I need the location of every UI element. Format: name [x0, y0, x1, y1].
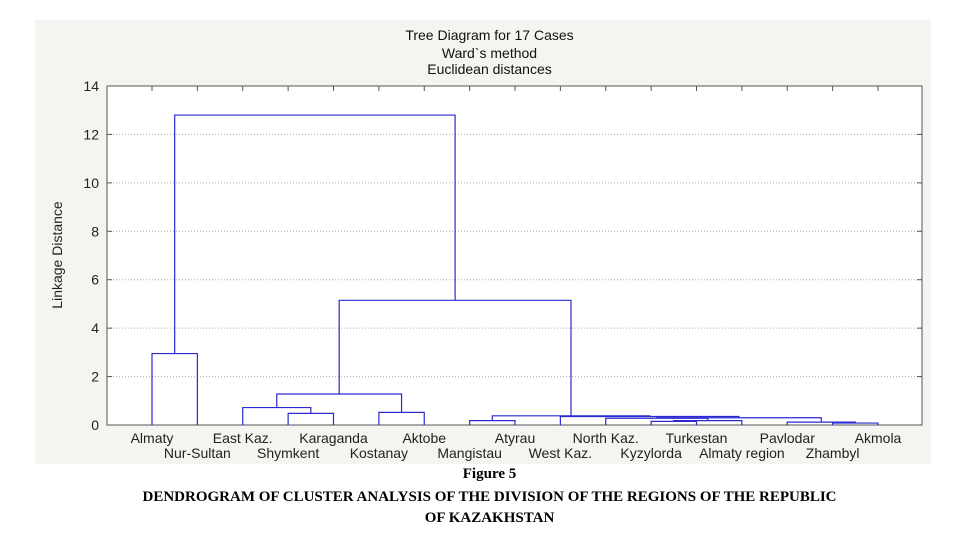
leaf-label: Zhambyl: [806, 445, 860, 461]
y-tick-label: 6: [91, 272, 99, 288]
leaf-label: Karaganda: [299, 430, 368, 446]
plot-area: [106, 85, 923, 426]
dendrogram-links: [151, 114, 879, 425]
dendrogram-link: [151, 352, 198, 425]
dendrogram-link: [832, 422, 879, 425]
leaf-label: Kostanay: [350, 445, 408, 461]
dendrogram-link: [174, 114, 456, 354]
leaf-label: Mangistau: [437, 445, 502, 461]
leaf-label: East Kaz.: [213, 430, 273, 446]
y-tick-label: 0: [91, 417, 99, 433]
leaf-label: Aktobe: [402, 430, 446, 446]
y-tick-label: 8: [91, 223, 99, 239]
chart-subtitle-distance: Euclidean distances: [427, 61, 552, 77]
chart-subtitle-method: Ward`s method: [441, 45, 538, 61]
leaf-label: Akmola: [855, 430, 902, 446]
dendrogram-link: [276, 393, 403, 413]
leaf-label: Almaty: [131, 430, 174, 446]
grid-lines: [107, 133, 922, 378]
y-tick-label: 10: [83, 175, 99, 191]
y-tick-label: 2: [91, 369, 99, 385]
figure-caption-line1: DENDROGRAM OF CLUSTER ANALYSIS OF THE DI…: [142, 489, 837, 505]
dendrogram-link: [650, 420, 698, 425]
figure-label: Figure 5: [462, 466, 517, 482]
leaf-label: Pavlodar: [760, 430, 816, 446]
dendrogram-link: [656, 417, 822, 423]
leaf-label: Shymkent: [257, 445, 319, 461]
y-axis-label: Linkage Distance: [49, 201, 65, 309]
chart-title: Tree Diagram for 17 Cases: [405, 27, 574, 43]
leaf-label: Nur-Sultan: [164, 445, 231, 461]
y-tick-label: 4: [91, 320, 99, 336]
x-axis-ticks: [151, 86, 879, 91]
y-axis-ticks: 0 2 4 6 8 10 12 14: [83, 78, 922, 433]
leaf-label: West Kaz.: [529, 445, 593, 461]
dendrogram-link: [378, 411, 425, 425]
dendrogram-link: [242, 406, 312, 425]
leaf-label: North Kaz.: [573, 430, 639, 446]
leaf-label: Turkestan: [666, 430, 728, 446]
y-tick-label: 12: [83, 126, 99, 142]
leaf-label: Atyrau: [495, 430, 535, 446]
y-tick-label: 14: [83, 78, 99, 94]
leaf-label: Kyzylorda: [620, 445, 682, 461]
figure-caption-line2: OF KAZAKHSTAN: [424, 510, 555, 526]
dendrogram-link: [491, 415, 651, 421]
leaf-label: Almaty region: [699, 445, 785, 461]
